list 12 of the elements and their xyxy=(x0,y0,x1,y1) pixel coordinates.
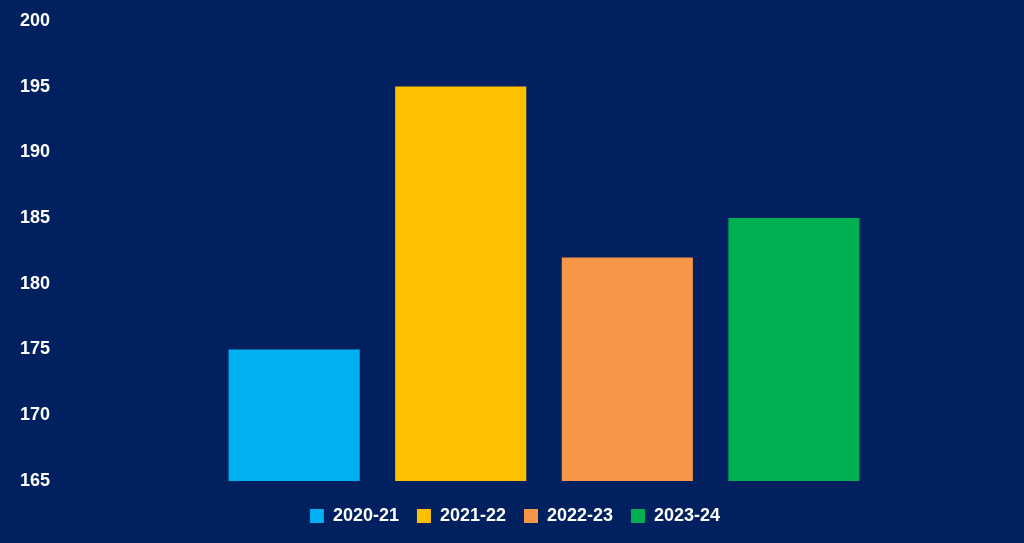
y-tick-label: 185 xyxy=(19,207,51,227)
y-tick-label: 195 xyxy=(19,75,51,96)
y-tick-label: 190 xyxy=(19,141,51,162)
y-tick-label: 175 xyxy=(19,338,51,359)
y-tick-label: 170 xyxy=(19,404,51,425)
y-tick-label: 180 xyxy=(19,272,51,293)
legend-label: 2023-24 xyxy=(654,504,721,525)
legend-label: 2021-22 xyxy=(439,504,506,525)
y-tick-label: 200 xyxy=(19,9,51,30)
legend-label: 2022-23 xyxy=(547,504,614,525)
y-tick-label: 165 xyxy=(19,469,51,490)
legend-label: 2020-21 xyxy=(332,504,399,525)
